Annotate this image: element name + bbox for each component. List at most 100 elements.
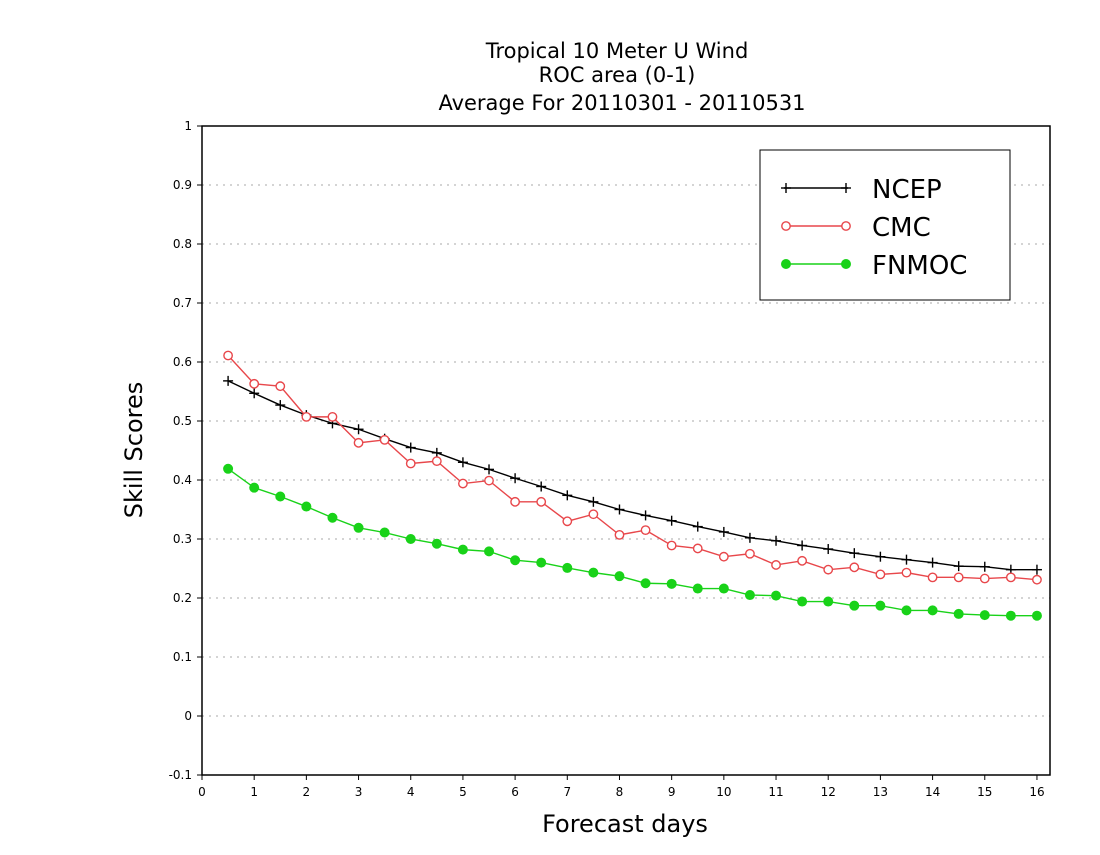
data-point-fnmoc xyxy=(692,583,703,594)
data-point-cmc xyxy=(745,548,755,559)
data-point-cmc xyxy=(249,378,260,389)
data-point-fnmoc xyxy=(666,578,677,589)
data-point-fnmoc xyxy=(614,571,625,582)
data-point-cmc xyxy=(327,411,338,422)
data-point-fnmoc xyxy=(718,583,729,594)
legend-label-cmc: CMC xyxy=(872,213,931,243)
legend-item-fnmoc: FNMOC xyxy=(781,251,967,281)
data-point-fnmoc xyxy=(249,482,260,493)
x-tick-label: 2 xyxy=(303,785,311,799)
data-point-cmc xyxy=(1005,572,1016,583)
y-tick-label: 0.2 xyxy=(173,591,192,605)
y-tick-label: 0.6 xyxy=(173,355,192,369)
data-point-fnmoc xyxy=(1031,610,1042,621)
x-tick-label: 12 xyxy=(821,785,836,799)
x-tick-label: 15 xyxy=(977,785,992,799)
x-tick-label: 13 xyxy=(873,785,888,799)
data-point-cmc xyxy=(562,516,573,527)
data-point-fnmoc xyxy=(223,463,234,474)
data-point-fnmoc xyxy=(849,600,860,611)
data-point-fnmoc xyxy=(379,527,390,538)
x-tick-label: 6 xyxy=(511,785,519,799)
data-point-fnmoc xyxy=(301,501,312,512)
data-point-fnmoc xyxy=(353,522,364,533)
data-point-fnmoc xyxy=(771,590,782,601)
data-point-fnmoc xyxy=(457,544,468,555)
data-point-fnmoc xyxy=(640,578,651,589)
data-point-cmc xyxy=(275,381,286,392)
data-point-cmc xyxy=(901,567,912,578)
data-point-cmc xyxy=(797,555,808,566)
x-tick-label: 11 xyxy=(768,785,783,799)
data-point-cmc xyxy=(379,434,390,445)
x-tick-label: 7 xyxy=(563,785,571,799)
data-point-fnmoc xyxy=(405,534,416,544)
data-point-fnmoc xyxy=(510,555,521,566)
series-cmc xyxy=(223,350,1042,585)
data-point-fnmoc xyxy=(562,562,573,573)
series-line-fnmoc xyxy=(227,468,1037,617)
data-point-cmc xyxy=(823,564,834,575)
data-point-fnmoc xyxy=(275,491,286,502)
data-point-fnmoc xyxy=(327,512,338,523)
x-tick-label: 5 xyxy=(459,785,467,799)
chart-title-line-2: ROC area (0-1) xyxy=(539,63,696,87)
x-tick-label: 10 xyxy=(716,785,731,799)
x-axis-label: Forecast days xyxy=(542,810,708,838)
series-ncep xyxy=(223,375,1042,575)
data-series xyxy=(223,350,1042,621)
data-point-fnmoc xyxy=(875,600,886,611)
x-tick-label: 3 xyxy=(355,785,363,799)
data-point-fnmoc xyxy=(797,596,808,607)
data-point-cmc xyxy=(510,496,521,507)
legend-marker-fnmoc xyxy=(781,259,791,269)
axis-ticks: -0.100.10.20.30.40.50.60.70.80.910 1 2 3 4 5 6… xyxy=(169,119,1045,799)
data-point-cmc xyxy=(771,560,781,570)
x-tick-label: 0 xyxy=(198,785,206,799)
data-point-cmc xyxy=(666,540,677,551)
legend-label-ncep: NCEP xyxy=(872,175,942,205)
y-tick-label: 0.8 xyxy=(173,237,192,251)
data-point-cmc xyxy=(353,437,364,448)
y-tick-label: 0 xyxy=(184,709,192,723)
data-point-cmc xyxy=(301,411,312,422)
data-point-cmc xyxy=(640,525,651,536)
data-point-cmc xyxy=(431,456,442,467)
y-tick-label: 0.7 xyxy=(173,296,192,310)
x-tick-label: 4 xyxy=(407,785,415,799)
series-line-ncep xyxy=(227,380,1037,571)
chart-title-line-1: Tropical 10 Meter U Wind xyxy=(485,39,749,63)
data-point-cmc xyxy=(692,543,703,554)
y-tick-label: 0.1 xyxy=(173,650,192,664)
legend-box xyxy=(759,149,1011,301)
data-point-cmc xyxy=(223,350,233,361)
data-point-fnmoc xyxy=(1005,610,1016,621)
legend-item-ncep: NCEP xyxy=(781,175,942,205)
y-tick-label: -0.1 xyxy=(169,768,192,782)
x-tick-label: 1 xyxy=(250,785,258,799)
data-point-cmc xyxy=(1032,574,1042,585)
legend-label-fnmoc: FNMOC xyxy=(872,251,967,281)
legend: NCEP CMC FNMOC xyxy=(759,149,1011,301)
legend-marker-cmc xyxy=(781,221,791,231)
legend-marker-fnmoc xyxy=(841,259,851,269)
data-point-cmc xyxy=(484,475,494,486)
data-point-fnmoc xyxy=(431,538,442,549)
data-point-fnmoc xyxy=(901,605,912,616)
data-point-fnmoc xyxy=(953,608,964,619)
data-point-cmc xyxy=(979,573,990,584)
data-point-fnmoc xyxy=(823,596,834,607)
data-point-cmc xyxy=(588,509,599,520)
y-tick-label: 0.3 xyxy=(173,532,192,546)
chart-title-line-3: Average For 20110301 - 20110531 xyxy=(438,91,805,115)
data-point-cmc xyxy=(536,496,547,507)
legend-marker-cmc xyxy=(841,221,851,231)
data-point-cmc xyxy=(927,572,938,583)
y-tick-label: 0.5 xyxy=(173,414,192,428)
data-point-cmc xyxy=(458,478,468,489)
data-point-fnmoc xyxy=(588,567,599,578)
legend-item-cmc: CMC xyxy=(781,213,931,243)
y-axis-label: Skill Scores xyxy=(120,382,148,519)
